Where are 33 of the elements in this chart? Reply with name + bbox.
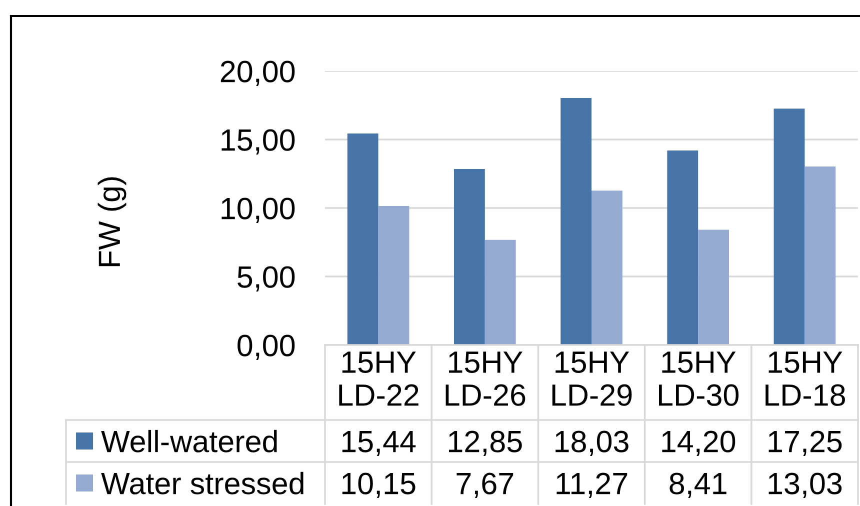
bar bbox=[774, 108, 805, 345]
bar bbox=[804, 166, 836, 345]
bar bbox=[378, 206, 410, 345]
bar bbox=[592, 190, 622, 345]
y-tick-label: 15,00 bbox=[222, 129, 295, 154]
data-label: 12,85 bbox=[449, 430, 522, 456]
bar bbox=[698, 230, 730, 345]
x-tick-label: 15HY LD-30 bbox=[659, 352, 739, 406]
data-label: 10,15 bbox=[342, 472, 416, 498]
bar bbox=[667, 150, 698, 345]
data-label: 8,41 bbox=[670, 472, 726, 498]
y-tick-label: 0,00 bbox=[238, 334, 295, 360]
data-label: 13,03 bbox=[768, 472, 842, 498]
data-label: 7,67 bbox=[456, 472, 514, 498]
legend-label: Water stressed bbox=[101, 472, 304, 494]
x-tick-label: 15HY LD-22 bbox=[339, 352, 418, 406]
legend-label: Well-watered bbox=[101, 430, 277, 452]
data-label: 11,27 bbox=[556, 472, 628, 498]
bar bbox=[560, 98, 592, 345]
x-tick-label: 15HY LD-18 bbox=[766, 352, 845, 406]
data-label: 14,20 bbox=[662, 430, 736, 456]
data-label: 18,03 bbox=[556, 430, 628, 456]
y-tick-label: 20,00 bbox=[220, 60, 295, 86]
bar bbox=[454, 168, 485, 345]
data-label: 15,44 bbox=[342, 431, 416, 456]
bar bbox=[347, 133, 378, 345]
x-tick-label: 15HY LD-26 bbox=[446, 352, 526, 406]
y-axis-title: FW (g) bbox=[98, 177, 126, 266]
x-tick-label: 15HY LD-29 bbox=[552, 352, 632, 406]
bar bbox=[484, 240, 516, 345]
data-label: 17,25 bbox=[768, 430, 842, 456]
y-tick-label: 5,00 bbox=[238, 266, 295, 292]
y-tick-label: 10,00 bbox=[222, 198, 295, 223]
